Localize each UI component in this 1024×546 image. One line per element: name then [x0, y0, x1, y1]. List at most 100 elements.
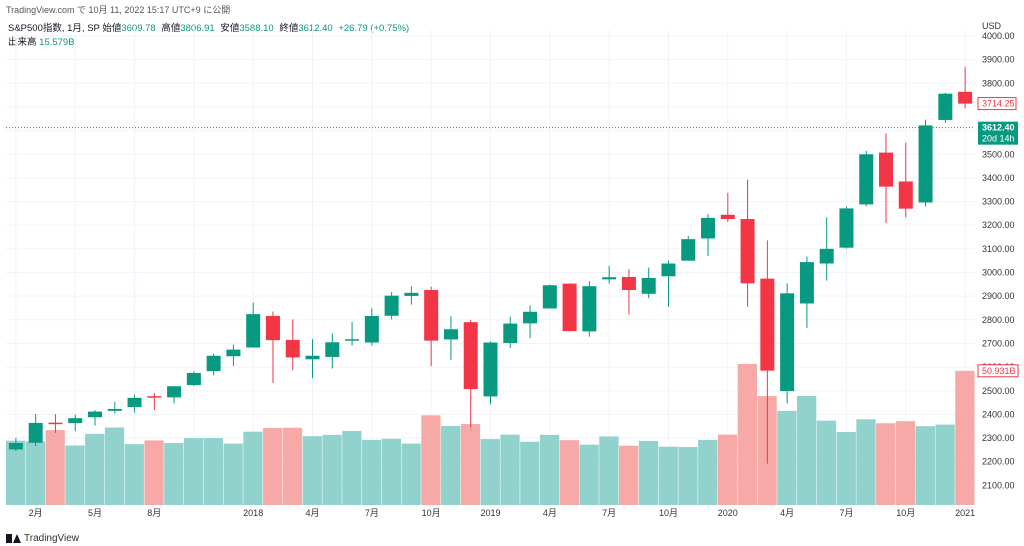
- candle: [206, 353, 221, 376]
- candle-body: [760, 278, 775, 371]
- time-tick-label: 2018: [243, 508, 263, 518]
- time-tick-label: 4月: [780, 508, 794, 518]
- volume-bar: [520, 441, 540, 505]
- candle: [265, 311, 280, 383]
- candle: [780, 283, 795, 404]
- candle-body: [167, 386, 182, 398]
- price-axis-currency: USD: [982, 21, 1002, 31]
- volume-bar: [164, 443, 184, 505]
- candle: [147, 392, 162, 411]
- time-tick-label: 7月: [365, 508, 379, 518]
- volume-bar: [460, 424, 481, 505]
- legend-symbol[interactable]: S&P500指数, 1月, SP: [8, 23, 100, 34]
- time-tick-label: 4月: [306, 508, 320, 518]
- candle-body: [720, 214, 735, 220]
- candle-body: [523, 311, 538, 324]
- time-tick-label: 2月: [29, 508, 43, 518]
- legend-open-label: 始値: [102, 23, 122, 34]
- candle: [641, 267, 656, 299]
- volume-bar: [480, 439, 500, 505]
- volume-bar: [579, 444, 599, 505]
- candle: [760, 240, 775, 464]
- candle: [404, 286, 419, 305]
- candle: [720, 192, 735, 222]
- volume-bar: [599, 436, 619, 505]
- candle: [167, 386, 182, 404]
- candle-body: [780, 293, 795, 391]
- price-tick-label: 3500.00: [982, 149, 1015, 159]
- candle: [285, 319, 300, 371]
- volume-bar: [342, 430, 362, 505]
- candle: [28, 414, 43, 447]
- tradingview-logo-icon: [6, 534, 21, 543]
- price-tick-label: 3900.00: [982, 55, 1015, 65]
- legend-change-value: +26.79 (+0.75%): [338, 23, 410, 34]
- candle: [621, 269, 636, 315]
- candle-body: [799, 262, 814, 304]
- candle-body: [819, 248, 834, 264]
- candle: [562, 283, 577, 332]
- price-tick-label: 3400.00: [982, 173, 1015, 183]
- time-axis: 2月 5月 8月 2018 4月 7月 10月 2019 4月 7月 10月 2020 4月 7月 10月 2…: [29, 508, 975, 518]
- time-tick-label: 2019: [480, 508, 500, 518]
- volume-bar: [322, 434, 342, 505]
- candle-body: [48, 422, 63, 425]
- price-axis: USD4000.003900.003800.003700.003600.0035…: [977, 21, 1019, 490]
- candle: [463, 319, 478, 428]
- candle-body: [265, 316, 280, 341]
- candle-body: [839, 208, 854, 248]
- legend-high-value: 3806.91: [180, 23, 215, 34]
- volume-bar: [915, 426, 935, 505]
- time-tick-label: 8月: [147, 508, 161, 518]
- candle-body: [701, 217, 716, 239]
- legend-high-label: 高値: [161, 23, 181, 34]
- volume-bar: [717, 434, 738, 505]
- candle-body: [621, 276, 636, 291]
- candle-body: [542, 285, 557, 309]
- volume-bar: [223, 443, 243, 505]
- prev-close-marker: [977, 97, 1017, 111]
- candle: [384, 292, 399, 320]
- volume-bar: [25, 441, 46, 505]
- legend-low-value: 3588.10: [239, 23, 274, 34]
- volume-bar: [144, 440, 164, 505]
- time-tick-label: 7月: [602, 508, 616, 518]
- candle-body: [246, 314, 261, 348]
- candle: [345, 321, 360, 346]
- candle: [483, 341, 498, 405]
- candle: [681, 236, 696, 261]
- footer-brand-text: TradingView: [24, 533, 80, 544]
- legend-volume-label[interactable]: 出来高: [8, 37, 37, 48]
- volume-bar: [441, 425, 461, 505]
- candle: [8, 437, 23, 452]
- legend-open-value: 3609.78: [121, 23, 156, 34]
- candle-body: [602, 277, 617, 280]
- price-tick-label: 4000.00: [982, 31, 1015, 41]
- time-tick-label: 10月: [422, 508, 441, 518]
- volume-bar: [777, 410, 797, 505]
- candle-body: [305, 355, 320, 360]
- time-tick-label: 2020: [718, 508, 738, 518]
- candle-body: [325, 342, 340, 357]
- volume-bar: [45, 430, 65, 505]
- price-tick-label: 3800.00: [982, 78, 1015, 88]
- legend-volume-row: 出来高 15.579B: [8, 36, 412, 50]
- volume-marker: [977, 364, 1019, 378]
- candle: [523, 305, 538, 339]
- volume-bar: [955, 370, 975, 505]
- time-tick-label: 5月: [88, 508, 102, 518]
- volume-bar: [698, 439, 718, 505]
- legend-close-value: 3612.40: [298, 23, 333, 34]
- candle: [602, 265, 617, 284]
- publish-header: TradingView.com で 10月 11, 2022 15:17 UTC…: [0, 0, 1024, 15]
- candle: [898, 142, 913, 218]
- candle: [246, 302, 261, 348]
- candle-body: [87, 411, 102, 418]
- legend-volume-value: 15.579B: [39, 37, 75, 48]
- candle-body: [285, 339, 300, 358]
- candle: [839, 206, 854, 249]
- candle: [918, 119, 933, 207]
- candle-body: [661, 263, 676, 277]
- candle-body: [206, 355, 221, 372]
